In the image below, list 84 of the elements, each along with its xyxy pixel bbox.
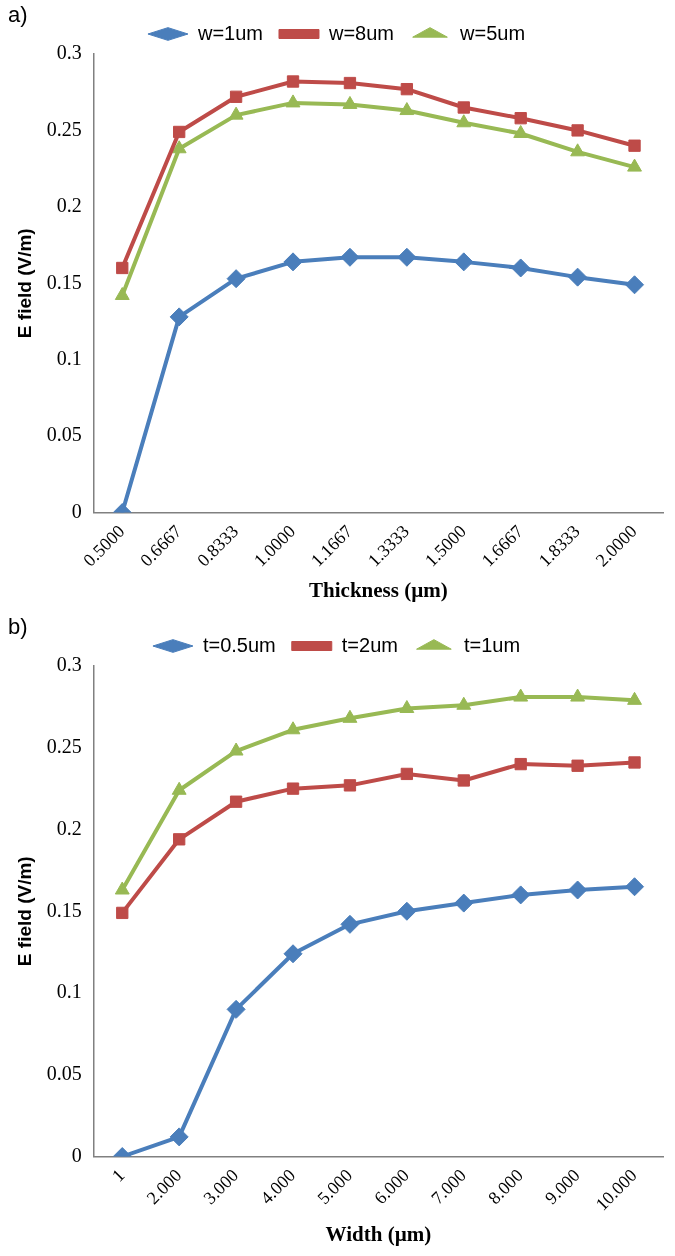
y-tick-label: 0.05 (46, 423, 82, 446)
point (456, 114, 472, 128)
point (571, 124, 584, 137)
legend-label: t=1um (463, 633, 521, 656)
point (513, 688, 529, 702)
point (627, 691, 642, 705)
point (397, 247, 417, 267)
point (625, 275, 645, 295)
point (343, 76, 357, 90)
point (169, 1127, 189, 1147)
y-tick-label: 0.25 (46, 117, 82, 140)
point (229, 90, 243, 103)
point (570, 688, 586, 702)
legend-label: w=5um (459, 21, 526, 44)
legend-label: t=2um (341, 633, 398, 656)
point (169, 307, 189, 327)
y-tick-label: 0.3 (56, 41, 82, 64)
point (116, 906, 129, 920)
x-axis-title: Thickness (µm) (309, 577, 448, 602)
point (173, 833, 186, 846)
y-tick-label: 0.2 (56, 816, 82, 839)
point (457, 101, 470, 114)
point (399, 102, 415, 116)
point (570, 143, 586, 157)
legend-label: w=1um (196, 21, 263, 44)
y-axis-title: E field (V/m) (13, 228, 35, 339)
x-tick-label: 1 (107, 1165, 129, 1186)
y-tick-label: 0 (71, 1143, 82, 1166)
legend-label: t=0.5um (202, 633, 276, 656)
y-tick-label: 0.15 (46, 898, 82, 921)
point (226, 999, 246, 1019)
y-tick-label: 0.25 (46, 735, 82, 757)
point (286, 782, 300, 795)
text: b) (8, 614, 28, 640)
y-tick-label: 0 (71, 499, 82, 522)
point (513, 124, 529, 138)
point (171, 781, 187, 795)
point (285, 94, 301, 108)
point (229, 795, 243, 808)
point (571, 759, 584, 772)
legend-label: w=8um (327, 21, 395, 44)
point (628, 139, 641, 152)
point (625, 877, 645, 897)
y-tick-label: 0.1 (56, 980, 82, 1003)
text: a) (8, 2, 28, 28)
point (343, 779, 357, 792)
point (340, 914, 360, 934)
point (397, 901, 417, 921)
y-tick-label: 0.3 (56, 653, 82, 676)
point (568, 267, 588, 287)
point (340, 247, 360, 267)
point (283, 252, 303, 272)
point (228, 742, 244, 756)
point (399, 700, 415, 714)
point (226, 269, 246, 289)
point (514, 757, 527, 771)
point (456, 696, 472, 710)
point (228, 106, 244, 120)
point (400, 83, 414, 96)
point (454, 893, 474, 913)
point (568, 880, 588, 900)
point (171, 140, 187, 154)
point (342, 709, 358, 723)
point (116, 261, 129, 275)
point (283, 944, 303, 964)
point (514, 112, 527, 125)
x-axis-title: Width (µm) (325, 1221, 432, 1246)
y-axis-title: E field (V/m) (13, 856, 35, 967)
point (114, 881, 130, 895)
y-tick-label: 0.1 (56, 346, 82, 369)
y-tick-label: 0.2 (56, 194, 82, 217)
point (286, 75, 300, 88)
point (400, 767, 414, 781)
point (627, 158, 642, 172)
point (511, 885, 531, 905)
point (511, 258, 531, 278)
point (628, 756, 641, 769)
point (457, 774, 470, 787)
y-tick-label: 0.15 (46, 270, 82, 293)
point (454, 252, 474, 272)
point (285, 721, 301, 735)
point (342, 95, 358, 109)
point (173, 125, 186, 139)
y-tick-label: 0.05 (46, 1062, 82, 1085)
